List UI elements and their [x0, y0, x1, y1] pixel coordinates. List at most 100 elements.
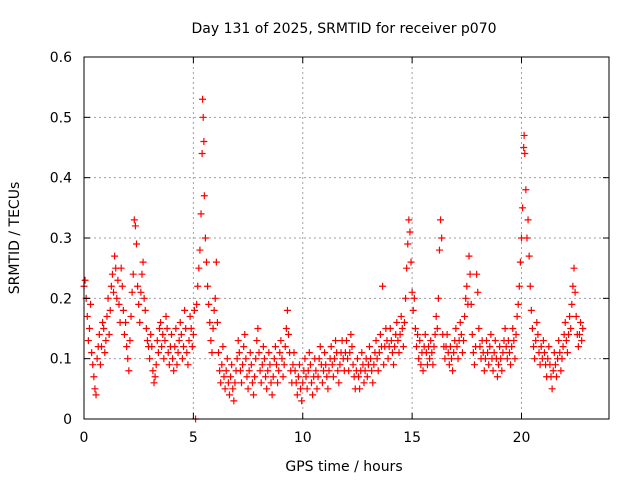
data-point — [537, 343, 545, 351]
data-point — [195, 264, 203, 272]
data-point — [117, 264, 125, 272]
data-point — [322, 361, 330, 369]
data-point — [194, 282, 202, 290]
data-point — [88, 349, 96, 357]
x-tick-label: 0 — [80, 430, 89, 446]
data-point — [205, 300, 213, 308]
data-point — [312, 367, 320, 375]
data-point — [164, 349, 172, 357]
data-point — [81, 276, 89, 284]
data-point — [578, 337, 586, 345]
data-point — [343, 337, 350, 345]
data-point — [521, 150, 529, 158]
data-point — [551, 361, 559, 369]
data-point — [305, 349, 313, 357]
data-point — [113, 294, 121, 302]
data-point — [304, 367, 312, 375]
data-point — [321, 349, 329, 357]
data-point — [258, 361, 266, 369]
data-point — [157, 318, 165, 326]
data-point — [556, 349, 564, 357]
data-point — [294, 373, 302, 381]
data-point — [161, 337, 169, 345]
data-point — [242, 355, 250, 363]
data-points — [80, 95, 587, 423]
data-point — [452, 325, 460, 332]
data-point — [399, 343, 407, 351]
data-point — [217, 379, 225, 387]
data-point — [98, 343, 105, 351]
data-point — [501, 325, 509, 332]
data-point — [370, 361, 378, 369]
data-point — [405, 216, 413, 224]
data-point — [376, 331, 384, 339]
data-point — [524, 216, 532, 224]
data-point — [89, 361, 97, 369]
data-point — [223, 355, 231, 363]
data-point — [208, 349, 216, 357]
data-point — [212, 258, 220, 266]
data-point — [193, 300, 201, 308]
data-point — [391, 343, 399, 351]
data-point — [107, 282, 115, 290]
data-point — [344, 355, 352, 363]
data-point — [367, 355, 375, 363]
data-point — [100, 325, 108, 332]
data-point — [498, 367, 506, 375]
data-point — [553, 373, 560, 381]
data-point — [572, 312, 580, 320]
data-point — [363, 373, 371, 381]
data-point — [445, 361, 453, 369]
data-point — [426, 355, 434, 363]
data-point — [124, 355, 132, 363]
data-point — [415, 355, 423, 363]
data-point — [267, 379, 275, 387]
data-point — [245, 367, 253, 375]
data-point — [146, 355, 154, 363]
data-point — [228, 361, 236, 369]
data-point — [169, 355, 177, 363]
data-point — [414, 331, 422, 339]
data-point — [306, 361, 314, 369]
data-point — [149, 367, 157, 375]
data-point — [162, 312, 170, 320]
data-point — [493, 373, 501, 381]
data-point — [549, 367, 557, 375]
data-point — [250, 391, 258, 399]
data-point — [244, 385, 252, 393]
data-point — [181, 306, 189, 314]
data-point — [409, 306, 417, 314]
data-point — [238, 379, 245, 387]
data-point — [106, 306, 114, 314]
data-point — [497, 355, 505, 363]
data-point — [273, 361, 280, 369]
data-point — [379, 282, 387, 290]
data-point — [110, 288, 118, 296]
data-point — [330, 355, 338, 363]
data-point — [274, 379, 282, 387]
data-point — [443, 331, 451, 339]
data-point — [496, 343, 504, 351]
data-point — [485, 361, 493, 369]
data-point — [561, 318, 569, 326]
data-point — [384, 355, 392, 363]
data-point — [259, 343, 267, 351]
data-point — [466, 270, 474, 278]
data-point — [574, 343, 582, 351]
data-point — [159, 331, 167, 339]
data-point — [130, 216, 138, 224]
data-point — [390, 361, 398, 369]
data-point — [315, 355, 323, 363]
data-point — [548, 385, 556, 393]
data-point — [84, 337, 92, 345]
x-tick-label: 10 — [294, 430, 312, 446]
data-point — [358, 349, 366, 357]
data-point — [291, 367, 299, 375]
data-point — [303, 385, 311, 393]
data-point — [468, 331, 476, 339]
data-point — [280, 361, 288, 369]
data-point — [283, 306, 291, 314]
data-point — [140, 294, 148, 302]
chart-title: Day 131 of 2025, SRMTID for receiver p07… — [191, 21, 496, 37]
data-point — [575, 331, 583, 339]
